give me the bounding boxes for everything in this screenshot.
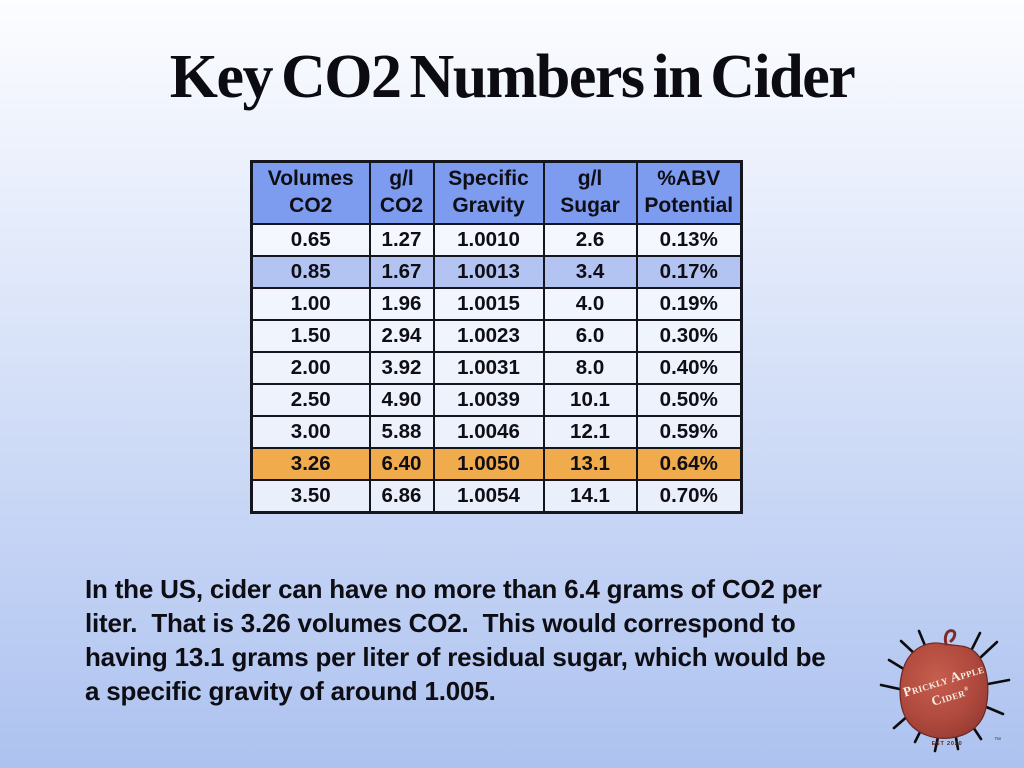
table-row: 1.50 2.94 1.0023 6.0 0.30% (250, 319, 743, 353)
table-cell: 1.0010 (432, 223, 545, 257)
table-header-cell: Volumes CO2 (250, 160, 371, 225)
apple-body-icon (899, 642, 989, 739)
table-cell: 0.70% (635, 479, 743, 514)
table-cell: 12.1 (542, 415, 638, 449)
table-row: 3.26 6.40 1.0050 13.1 0.64% (250, 447, 743, 481)
table-cell: 1.0054 (432, 479, 545, 514)
table-cell: 2.50 (250, 383, 371, 417)
table-cell: 3.4 (542, 255, 638, 289)
table-cell: 0.17% (635, 255, 743, 289)
table-cell: 5.88 (368, 415, 435, 449)
table-header-row: Volumes CO2 g/l CO2 Specific Gravity g/l Su… (250, 160, 743, 225)
table-cell: 3.00 (250, 415, 371, 449)
table-cell: 0.50% (635, 383, 743, 417)
table-row: 1.00 1.96 1.0015 4.0 0.19% (250, 287, 743, 321)
table-cell: 1.0046 (432, 415, 545, 449)
table-cell: 1.67 (368, 255, 435, 289)
table-cell: 1.0050 (432, 447, 545, 481)
table-cell: 2.6 (542, 223, 638, 257)
body-paragraph: In the US, cider can have no more than 6… (85, 574, 826, 706)
table-row: 3.00 5.88 1.0046 12.1 0.59% (250, 415, 743, 449)
table-cell: 6.86 (368, 479, 435, 514)
table-cell: 3.26 (250, 447, 371, 481)
table-cell: 1.00 (250, 287, 371, 321)
table-row: 2.00 3.92 1.0031 8.0 0.40% (250, 351, 743, 385)
table-cell: 1.96 (368, 287, 435, 321)
table-cell: 10.1 (542, 383, 638, 417)
table-cell: 0.19% (635, 287, 743, 321)
apple-stem-icon (943, 629, 957, 646)
table-cell: 4.90 (368, 383, 435, 417)
table-cell: 1.0023 (432, 319, 545, 353)
table-cell: 1.0031 (432, 351, 545, 385)
table-head: Volumes CO2 g/l CO2 Specific Gravity g/l Su… (250, 160, 743, 225)
table-header-cell: %ABV Potential (635, 160, 743, 225)
table-cell: 3.92 (368, 351, 435, 385)
table-header-cell: g/l CO2 (368, 160, 435, 225)
table-cell: 1.0013 (432, 255, 545, 289)
table-header-cell: g/l Sugar (542, 160, 638, 225)
prickly-apple-logo: Prickly Apple Cider® EST 2020 ™ (879, 629, 1011, 753)
table-cell: 1.27 (368, 223, 435, 257)
table-cell: 0.13% (635, 223, 743, 257)
table-row: 0.85 1.67 1.0013 3.4 0.17% (250, 255, 743, 289)
table-cell: 3.50 (250, 479, 371, 514)
table-row: 0.65 1.27 1.0010 2.6 0.13% (250, 223, 743, 257)
co2-table-container: Volumes CO2 g/l CO2 Specific Gravity g/l Su… (250, 160, 743, 514)
table-cell: 1.0015 (432, 287, 545, 321)
table-cell: 0.85 (250, 255, 371, 289)
table-cell: 0.59% (635, 415, 743, 449)
trademark-icon: ™ (994, 737, 1001, 744)
table-cell: 8.0 (542, 351, 638, 385)
co2-table: Volumes CO2 g/l CO2 Specific Gravity g/l Su… (250, 160, 743, 514)
table-cell: 4.0 (542, 287, 638, 321)
table-header-cell: Specific Gravity (432, 160, 545, 225)
table-cell: 0.65 (250, 223, 371, 257)
table-cell: 2.94 (368, 319, 435, 353)
table-row: 2.50 4.90 1.0039 10.1 0.50% (250, 383, 743, 417)
table-cell: 6.0 (542, 319, 638, 353)
table-cell: 6.40 (368, 447, 435, 481)
table-cell: 13.1 (542, 447, 638, 481)
table-cell: 14.1 (542, 479, 638, 514)
table-cell: 1.50 (250, 319, 371, 353)
table-cell: 1.0039 (432, 383, 545, 417)
table-body: 0.65 1.27 1.0010 2.6 0.13% 0.85 1.67 1.0013 3.4 0… (250, 223, 743, 514)
table-cell: 0.30% (635, 319, 743, 353)
slide-title: Key CO2 Numbers in Cider (169, 43, 856, 111)
table-row: 3.50 6.86 1.0054 14.1 0.70% (250, 479, 743, 514)
registered-mark: ® (963, 685, 970, 693)
table-cell: 0.40% (635, 351, 743, 385)
table-cell: 2.00 (250, 351, 371, 385)
table-cell: 0.64% (635, 447, 743, 481)
logo-est-text: EST 2020 (932, 741, 963, 747)
